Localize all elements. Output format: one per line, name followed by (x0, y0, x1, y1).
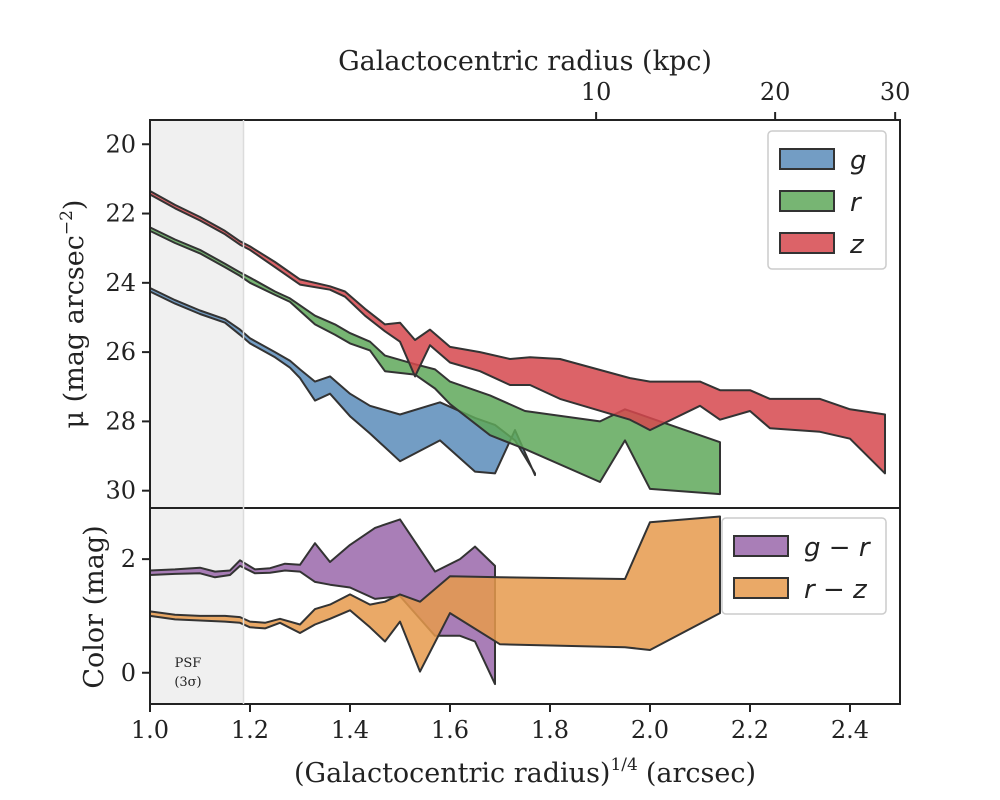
top-y-tick-label: 28 (105, 407, 136, 435)
sb-legend-swatch-z (779, 232, 835, 254)
sb-band-z (149, 190, 886, 475)
top-kpc-tick-label: 30 (880, 78, 911, 106)
color-legend-label-r-z: r − z (804, 575, 868, 605)
top-y-axis-title-main: μ (mag arcsec (59, 235, 90, 428)
bottom-x-axis-title-exp: 1/4 (610, 755, 637, 775)
top-y-tick-label: 24 (105, 269, 136, 297)
top-y-tick-label: 22 (105, 200, 136, 228)
bottom-x-tick-label: 2.2 (731, 716, 769, 744)
sb-legend-label-r: r (850, 188, 863, 218)
bottom-y-tick-label: 0 (121, 659, 136, 687)
psf-label-line2: (3σ) (174, 675, 201, 690)
bottom-x-tick-label: 2.0 (631, 716, 669, 744)
bottom-x-tick-label: 1.2 (231, 716, 269, 744)
color-legend-swatch-g-r (733, 535, 789, 557)
top-y-tick-label: 30 (105, 477, 136, 505)
color-band-g-r (149, 518, 496, 686)
bottom-y-axis-title: Color (mag) (79, 525, 110, 688)
bottom-x-tick-label: 1.0 (131, 716, 169, 744)
top-y-tick-label: 20 (105, 130, 136, 158)
bottom-x-axis-title: (Galactocentric radius)1/4 (arcsec) (294, 755, 756, 789)
color-legend-label-g-r: g − r (804, 533, 872, 563)
psf-label-line1: PSF (175, 656, 202, 671)
top-y-tick-label: 26 (105, 338, 136, 366)
bottom-x-tick-label: 2.4 (831, 716, 869, 744)
bottom-x-tick-label: 1.6 (431, 716, 469, 744)
top-kpc-tick-label: 20 (760, 78, 791, 106)
sb-legend-swatch-g (779, 148, 835, 170)
sb-legend-label-g: g (850, 146, 867, 176)
bottom-panel-frame (149, 507, 901, 705)
psf-shaded-region (150, 120, 244, 508)
bottom-x-tick-label: 1.8 (531, 716, 569, 744)
bottom-y-tick-label: 2 (121, 545, 136, 573)
bottom-x-axis-title-main: (Galactocentric radius) (294, 758, 610, 789)
top-y-axis-title: μ (mag arcsec−2) (57, 200, 90, 429)
bottom-x-tick-label: 1.4 (331, 716, 369, 744)
top-y-axis-title-end: ) (59, 200, 90, 211)
color-legend-swatch-r-z (733, 577, 789, 599)
sb-legend-label-z: z (849, 230, 865, 260)
sb-band-r (149, 226, 721, 496)
top-y-axis-title-exp: −2 (57, 210, 77, 235)
top-x-axis-title: Galactocentric radius (kpc) (338, 46, 712, 77)
psf-shaded-region-lower (150, 508, 244, 704)
bottom-x-axis-title-unit: (arcsec) (646, 758, 756, 789)
color-band-r-z (149, 515, 721, 673)
sb-band-g (149, 287, 536, 477)
sb-legend-swatch-r (779, 190, 835, 212)
top-kpc-tick-label: 10 (581, 78, 612, 106)
color-panel: 0 2 1.0 1.2 1.4 1.6 1.8 2.0 2.2 2.4 g − r r − z P… (121, 507, 901, 744)
